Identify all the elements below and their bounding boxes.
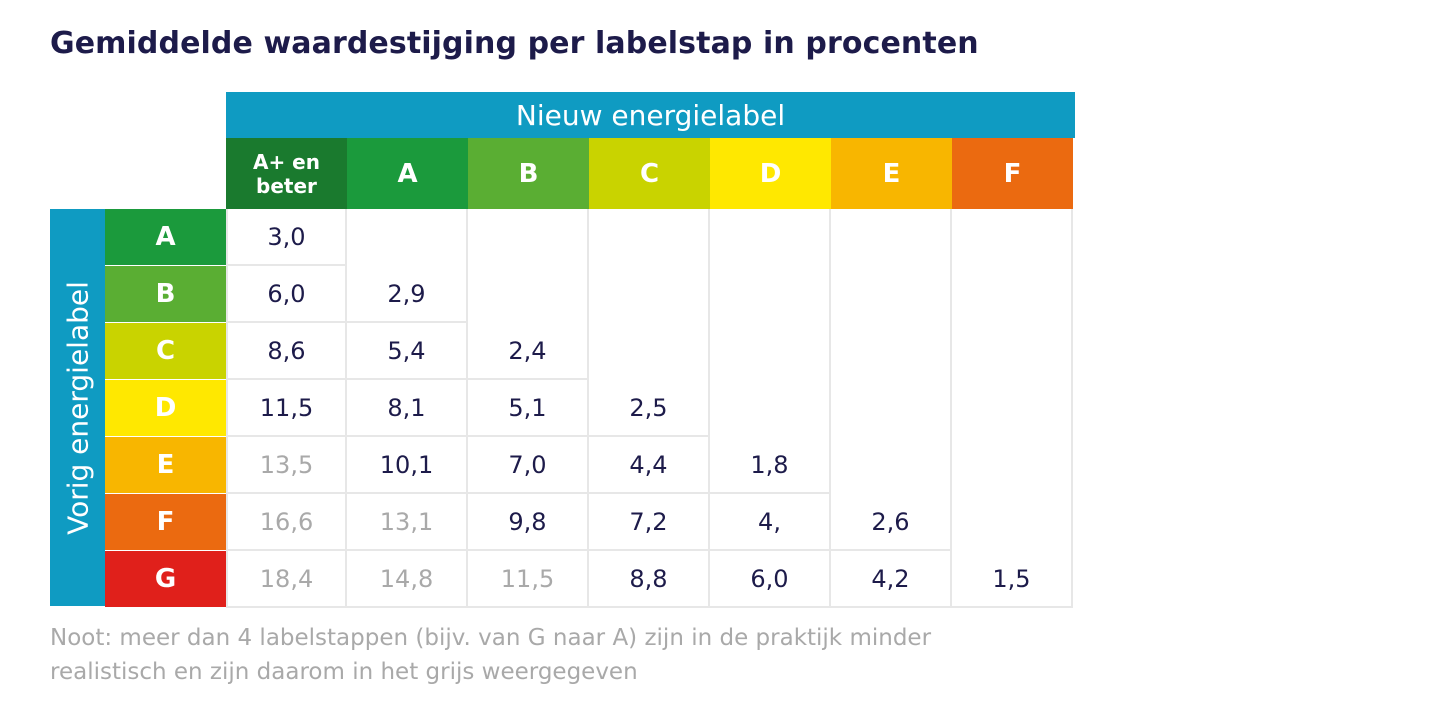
value-cell: 8,8 <box>589 551 710 608</box>
footnote-line-2: realistisch en zijn daarom in het grijs … <box>50 659 638 685</box>
value-cell: 5,1 <box>468 380 589 437</box>
value-cell: 16,6 <box>226 494 347 551</box>
value-cell: 1,5 <box>952 551 1073 608</box>
column-group-header: Nieuw energielabel <box>226 92 1075 138</box>
column-header-4: C <box>589 138 710 209</box>
value-cell: 9,8 <box>468 494 589 551</box>
row-header-d: D <box>105 380 226 437</box>
value-cell: 7,2 <box>589 494 710 551</box>
value-cell: 8,1 <box>347 380 468 437</box>
column-header-6: E <box>831 138 952 209</box>
empty-cell-area <box>468 209 589 323</box>
empty-cell-area <box>589 209 710 380</box>
value-cell: 11,5 <box>468 551 589 608</box>
value-cell: 4,2 <box>831 551 952 608</box>
row-group-label: Vorig energielabel <box>61 280 94 535</box>
row-header-g: G <box>105 551 226 608</box>
row-header-a: A <box>105 209 226 266</box>
column-header-1: A+ en beter <box>226 138 347 209</box>
column-header-5: D <box>710 138 831 209</box>
row-header-c: C <box>105 323 226 380</box>
value-cell: 14,8 <box>347 551 468 608</box>
row-header-f: F <box>105 494 226 551</box>
row-header-b: B <box>105 266 226 323</box>
value-cell: 4,4 <box>589 437 710 494</box>
chart-title: Gemiddelde waardestijging per labelstap … <box>50 26 979 61</box>
column-header-7: F <box>952 138 1073 209</box>
value-cell: 2,9 <box>347 266 468 323</box>
empty-cell-area <box>831 209 952 494</box>
empty-cell-area <box>952 209 1073 551</box>
value-cell: 13,1 <box>347 494 468 551</box>
footnote-line-1: Noot: meer dan 4 labelstappen (bijv. van… <box>50 625 932 651</box>
value-cell: 1,8 <box>710 437 831 494</box>
footnote: Noot: meer dan 4 labelstappen (bijv. van… <box>50 621 931 689</box>
empty-cell-area <box>347 209 468 266</box>
column-header-2: A <box>347 138 468 209</box>
value-cell: 13,5 <box>226 437 347 494</box>
value-cell: 11,5 <box>226 380 347 437</box>
value-cell: 5,4 <box>347 323 468 380</box>
value-cell: 4, <box>710 494 831 551</box>
value-cell: 7,0 <box>468 437 589 494</box>
value-cell: 18,4 <box>226 551 347 608</box>
value-cell: 6,0 <box>710 551 831 608</box>
row-header-e: E <box>105 437 226 494</box>
empty-cell-area <box>710 209 831 437</box>
column-header-3: B <box>468 138 589 209</box>
value-cell: 6,0 <box>226 266 347 323</box>
value-cell: 2,4 <box>468 323 589 380</box>
value-cell: 2,5 <box>589 380 710 437</box>
row-group-header: Vorig energielabel <box>50 209 105 606</box>
value-cell: 10,1 <box>347 437 468 494</box>
value-cell: 2,6 <box>831 494 952 551</box>
value-cell: 8,6 <box>226 323 347 380</box>
value-cell: 3,0 <box>226 209 347 266</box>
